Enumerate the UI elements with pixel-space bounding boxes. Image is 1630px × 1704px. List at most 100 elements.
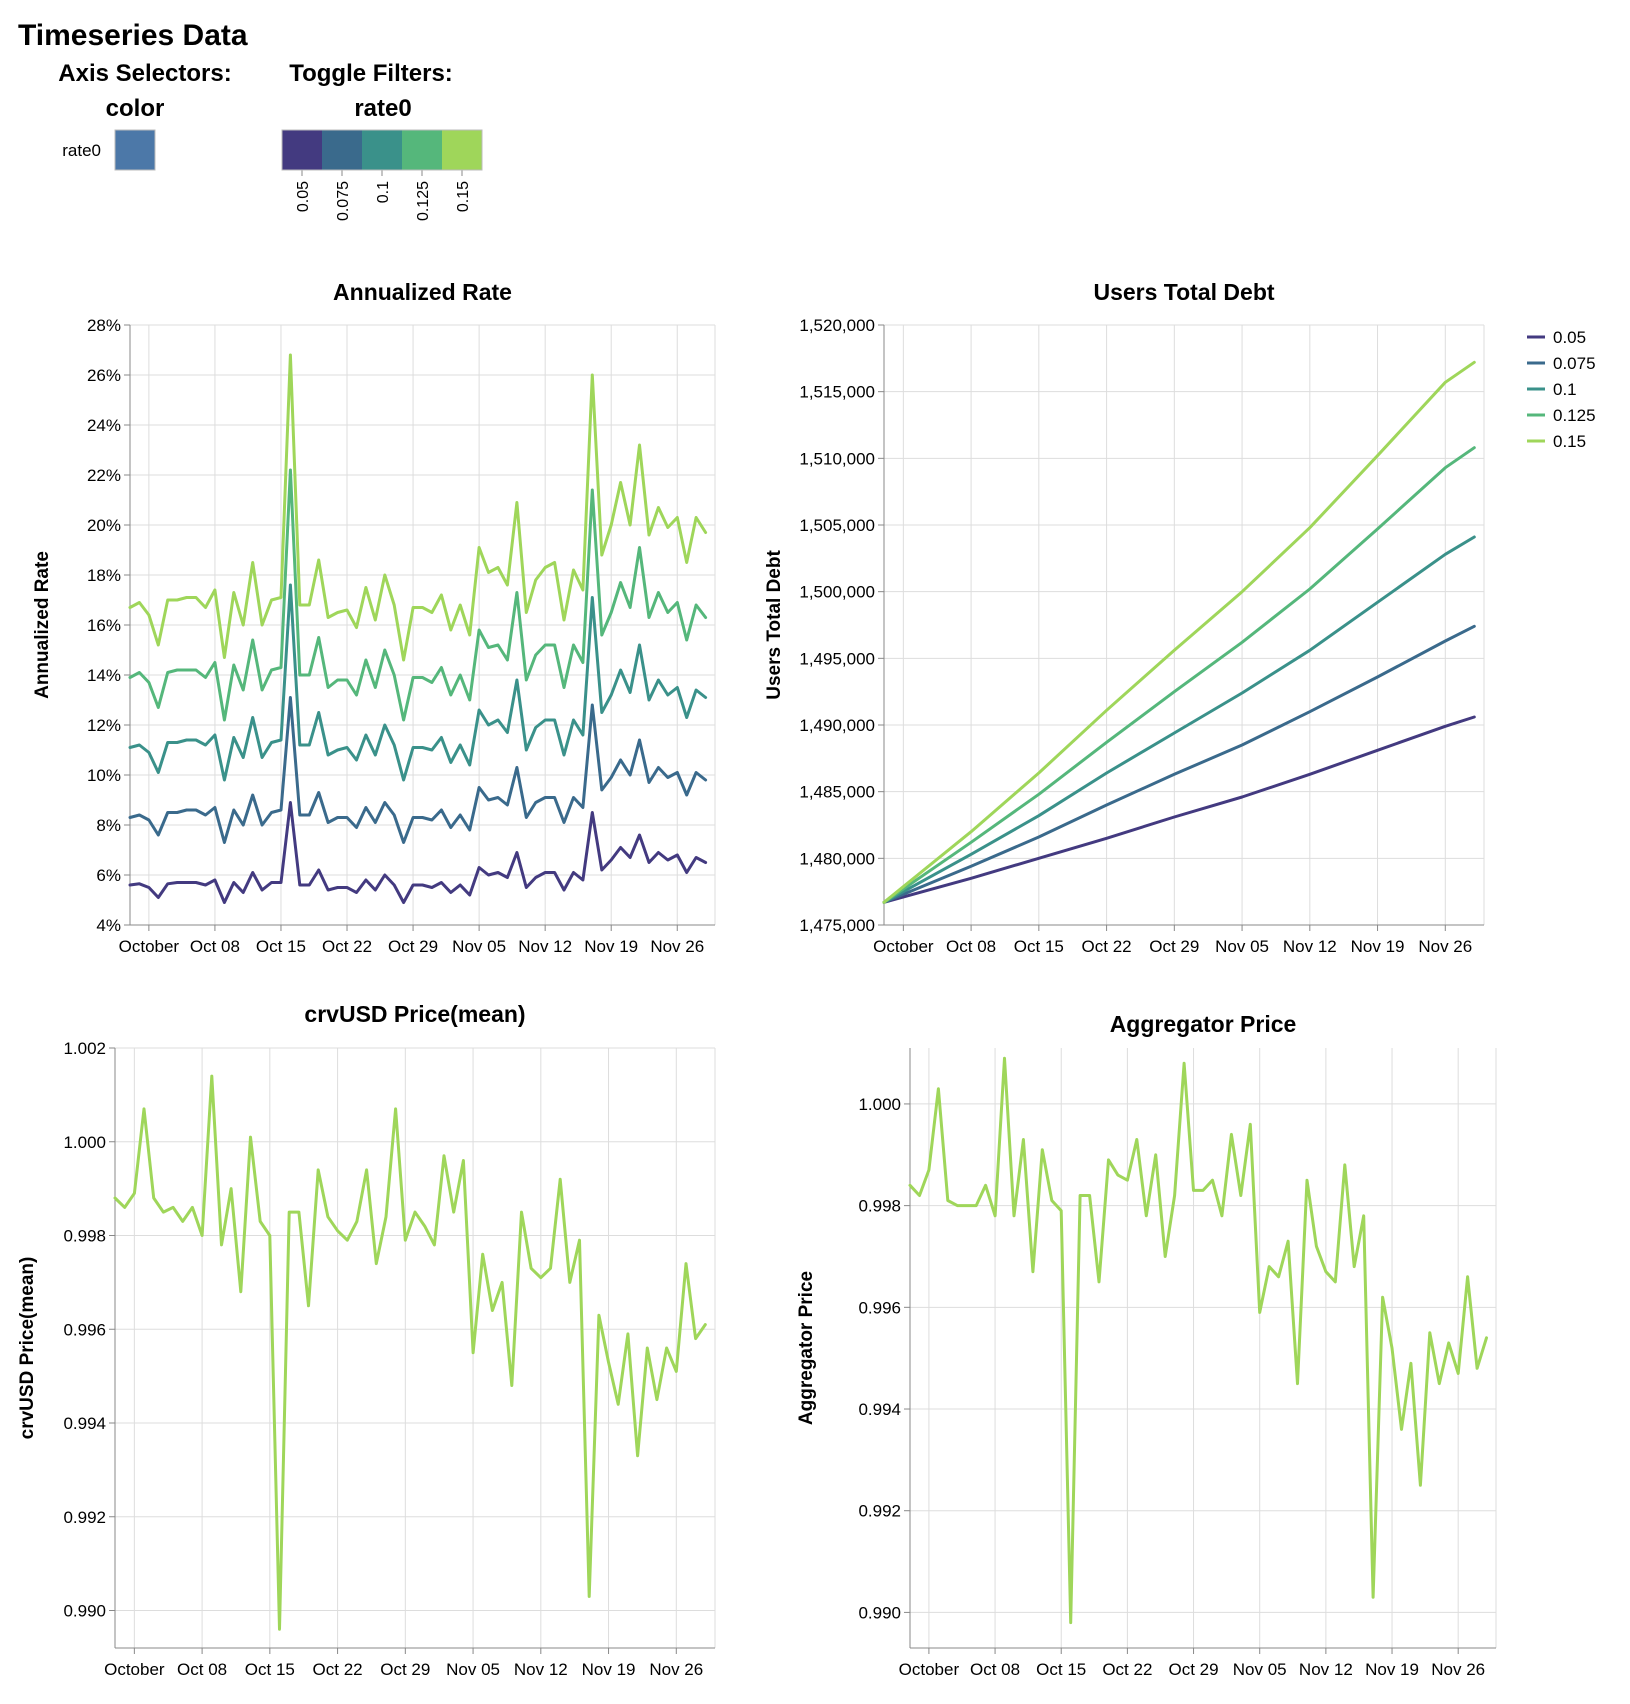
series-line-0-1[interactable] xyxy=(882,535,1476,904)
y-tick-label: 28% xyxy=(87,316,121,335)
toggle-filters: Toggle Filters: rate0 0.05 0.075 0.1 0.125 0… xyxy=(281,60,483,221)
y-tick-label: 20% xyxy=(87,516,121,535)
x-tick-label: Nov 05 xyxy=(1215,937,1269,956)
x-tick-label: Nov 26 xyxy=(650,937,704,956)
legend-label[interactable]: 0.15 xyxy=(1553,432,1586,451)
x-tick-label: Oct 15 xyxy=(256,937,306,956)
x-tick-label: Oct 22 xyxy=(322,937,372,956)
chart-legend: 0.05 0.075 0.1 0.125 0.15 xyxy=(1527,328,1596,451)
y-tick-label: 1,520,000 xyxy=(799,316,875,335)
toggle-filter-swatch-0-075[interactable] xyxy=(322,130,362,170)
y-tick-label: 1,500,000 xyxy=(799,583,875,602)
legend-label[interactable]: 0.05 xyxy=(1553,328,1586,347)
series-line-0-05[interactable] xyxy=(128,801,708,904)
y-tick-label: 0.994 xyxy=(63,1414,106,1433)
series-line-0-15[interactable] xyxy=(882,360,1476,904)
toggle-filter-label: 0.05 xyxy=(295,181,312,212)
x-tick-label: Nov 19 xyxy=(1365,1660,1419,1679)
y-axis-title: Users Total Debt xyxy=(764,550,785,700)
y-tick-label: 22% xyxy=(87,466,121,485)
y-tick-label: 6% xyxy=(96,866,121,885)
y-tick-label: 1,510,000 xyxy=(799,449,875,468)
legend-label[interactable]: 0.075 xyxy=(1553,354,1596,373)
x-tick-label: Oct 15 xyxy=(1036,1660,1086,1679)
x-tick-label: October xyxy=(873,937,934,956)
y-tick-label: 16% xyxy=(87,616,121,635)
y-tick-label: 0.998 xyxy=(63,1227,106,1246)
series-line-0-15[interactable] xyxy=(908,1056,1488,1625)
x-tick-label: Nov 26 xyxy=(1431,1660,1485,1679)
series-line-0-075[interactable] xyxy=(882,624,1476,904)
x-tick-label: Nov 26 xyxy=(1418,937,1472,956)
toggle-filter-label: 0.075 xyxy=(335,181,352,221)
chart-title: Aggregator Price xyxy=(1110,1011,1297,1037)
y-tick-label: 1,475,000 xyxy=(799,916,875,935)
y-tick-label: 0.992 xyxy=(63,1508,106,1527)
x-tick-label: Nov 19 xyxy=(584,937,638,956)
x-tick-label: Oct 08 xyxy=(970,1660,1020,1679)
y-tick-label: 1.002 xyxy=(63,1039,106,1058)
y-tick-label: 24% xyxy=(87,416,121,435)
charts-container: Annualized Rate 4% 6% 8% 10% 12% 14% 16% 18% 20% 2… xyxy=(17,279,1596,1679)
toggle-filter-swatch-0-05[interactable] xyxy=(282,130,322,170)
y-tick-label: 1,490,000 xyxy=(799,716,875,735)
x-tick-label: Oct 22 xyxy=(1102,1660,1152,1679)
y-tick-label: 0.990 xyxy=(63,1602,106,1621)
series-line-0-125[interactable] xyxy=(128,468,708,722)
x-tick-label: Nov 26 xyxy=(649,1660,703,1679)
y-axis-title: Annualized Rate xyxy=(32,551,53,699)
chart-crvusd-price-mean: crvUSD Price(mean) 0.990 0.992 0.994 0.996 0.… xyxy=(17,1001,716,1679)
x-tick-label: Oct 22 xyxy=(313,1660,363,1679)
x-tick-label: Nov 05 xyxy=(452,937,506,956)
series-line-0-125[interactable] xyxy=(882,446,1476,904)
series-line-0-15[interactable] xyxy=(113,1074,707,1631)
y-tick-label: 26% xyxy=(87,366,121,385)
toggle-filter-label: 0.15 xyxy=(455,181,472,212)
toggle-filter-outline xyxy=(281,129,483,171)
x-tick-label: Oct 08 xyxy=(177,1660,227,1679)
axis-selectors-heading: Axis Selectors: xyxy=(58,60,231,87)
chart-aggregator-price: Aggregator Price 0.990 0.992 0.994 0.996 0.99… xyxy=(796,1011,1497,1679)
y-tick-label: 1.000 xyxy=(858,1095,901,1114)
y-tick-label: 1,515,000 xyxy=(799,383,875,402)
x-tick-label: Nov 12 xyxy=(518,937,572,956)
x-tick-label: Oct 29 xyxy=(388,937,438,956)
x-tick-label: Oct 29 xyxy=(1169,1660,1219,1679)
toggle-filter-swatch-0-15[interactable] xyxy=(442,130,482,170)
toggle-filter-swatch-0-125[interactable] xyxy=(402,130,442,170)
y-tick-label: 14% xyxy=(87,666,121,685)
chart-title: Users Total Debt xyxy=(1093,279,1274,305)
y-tick-label: 1,495,000 xyxy=(799,649,875,668)
axis-selectors-subheading: color xyxy=(106,95,165,122)
y-tick-label: 8% xyxy=(96,816,121,835)
axis-selectors: Axis Selectors: color rate0 xyxy=(58,60,232,171)
x-tick-label: Oct 29 xyxy=(380,1660,430,1679)
x-tick-label: Oct 15 xyxy=(245,1660,295,1679)
chart-title: crvUSD Price(mean) xyxy=(304,1001,525,1027)
y-tick-label: 4% xyxy=(96,916,121,935)
chart-users-total-debt: Users Total Debt 1,475,000 1,480,000 1,485,… xyxy=(764,279,1596,956)
x-tick-label: Nov 12 xyxy=(1283,937,1337,956)
axis-selector-row-label: rate0 xyxy=(62,141,101,160)
series-line-0-15[interactable] xyxy=(128,353,708,662)
legend-label[interactable]: 0.1 xyxy=(1553,380,1577,399)
legend-label[interactable]: 0.125 xyxy=(1553,406,1596,425)
toggle-filter-swatch-0-1[interactable] xyxy=(362,130,402,170)
x-tick-label: October xyxy=(104,1660,165,1679)
series-line-0-05[interactable] xyxy=(882,715,1476,904)
axis-selector-color-swatch[interactable] xyxy=(114,129,156,171)
y-tick-label: 0.996 xyxy=(858,1298,901,1317)
series-line-0-075[interactable] xyxy=(128,696,708,844)
x-tick-label: Oct 22 xyxy=(1082,937,1132,956)
series-line-0-1[interactable] xyxy=(128,583,708,782)
x-tick-label: Nov 05 xyxy=(1233,1660,1287,1679)
y-tick-label: 0.992 xyxy=(858,1502,901,1521)
y-axis-title: crvUSD Price(mean) xyxy=(17,1257,38,1440)
y-tick-label: 12% xyxy=(87,716,121,735)
y-tick-label: 0.990 xyxy=(858,1603,901,1622)
y-tick-label: 1,480,000 xyxy=(799,849,875,868)
toggle-filter-label: 0.125 xyxy=(415,181,432,221)
y-tick-label: 1,485,000 xyxy=(799,783,875,802)
x-tick-label: Nov 19 xyxy=(582,1660,636,1679)
